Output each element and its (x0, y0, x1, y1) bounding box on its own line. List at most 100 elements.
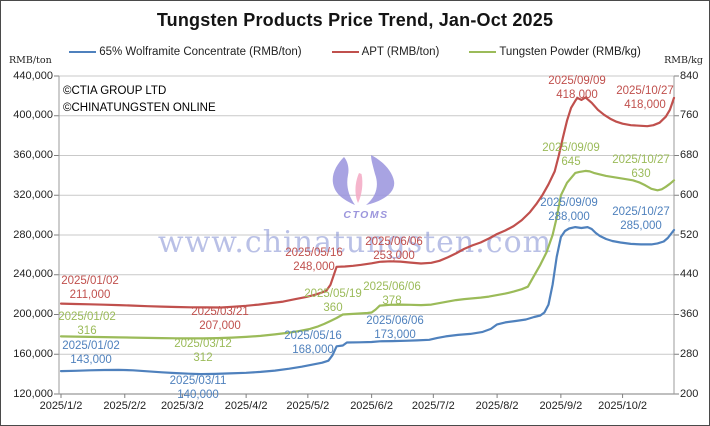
series-line-1 (59, 96, 676, 309)
ctoms-logo: CTOMS (332, 155, 395, 221)
data-label-value: 630 (631, 167, 651, 180)
apt-line-swatch (331, 50, 359, 54)
data-label-date: 2025/09/09 (540, 197, 598, 209)
data-label-date: 2025/10/27 (612, 154, 670, 166)
legend-item-apt: APT (RMB/ton) (331, 46, 440, 58)
x-axis-tick-label: 2025/6/2 (350, 400, 394, 412)
data-label: 2025/05/19 360 (304, 288, 362, 315)
data-label: 2025/10/27 285,000 (612, 206, 670, 233)
logo-right-petal (366, 155, 395, 205)
data-label: 2025/06/06 253,000 (365, 236, 423, 263)
left-axis-tick-label: 240,000 (13, 268, 53, 281)
x-axis-tick-label: 2025/1/2 (39, 400, 83, 412)
data-label-value: 140,000 (177, 388, 219, 401)
left-axis-tick-label: 200,000 (13, 308, 53, 320)
data-label: 2025/09/09 288,000 (540, 197, 598, 224)
powder-line-swatch (469, 50, 497, 54)
legend-label-powder: Tungsten Powder (RMB/kg) (499, 46, 641, 58)
data-label-value: 248,000 (293, 260, 335, 273)
legend-item-concentrate: 65% Wolframite Concentrate (RMB/ton) (69, 46, 302, 58)
data-label-value: 418,000 (556, 88, 598, 101)
data-label-value: 360 (323, 301, 343, 314)
legend-label-apt: APT (RMB/ton) (361, 46, 440, 58)
data-label-value: 211,000 (69, 288, 111, 301)
data-label-date: 2025/09/09 (548, 75, 606, 87)
left-axis-tick-label: 440,000 (13, 69, 53, 82)
concentrate-line-swatch (69, 50, 97, 54)
data-label-date: 2025/05/16 (285, 247, 343, 259)
data-label-value: 645 (561, 155, 581, 168)
data-label: 2025/01/02 143,000 (62, 340, 120, 367)
data-label-date: 2025/06/06 (366, 315, 424, 327)
data-label-value: 173,000 (374, 328, 416, 341)
logo-ctoms-text: CTOMS (343, 209, 388, 221)
data-label: 2025/09/09 645 (542, 142, 600, 169)
x-axis-tick-label: 2025/2/2 (103, 400, 147, 412)
data-label: 2025/01/02 211,000 (61, 275, 119, 302)
right-axis-tick-label: 840 (680, 69, 699, 82)
data-label-date: 2025/03/12 (174, 338, 232, 350)
data-label: 2025/09/09 418,000 (548, 75, 606, 102)
data-label-value: 418,000 (624, 98, 666, 111)
x-axis-tick-label: 2025/8/2 (475, 400, 519, 412)
data-label: 2025/06/06 378 (363, 281, 421, 308)
data-label-value: 312 (193, 351, 213, 364)
copyright-line-2: ©CHINATUNGSTEN ONLINE (63, 102, 216, 114)
series-line-2 (59, 169, 676, 340)
x-axis-tick-label: 2025/4/2 (224, 400, 268, 412)
data-label: 2025/03/12 312 (174, 338, 232, 365)
data-label: 2025/10/27 418,000 (616, 85, 674, 112)
x-axis-tick-label: 2025/9/2 (539, 400, 583, 412)
left-axis-tick-label: 320,000 (13, 188, 53, 201)
data-label: 2025/03/21 207,000 (191, 306, 249, 333)
right-axis-tick-label: 680 (680, 149, 699, 161)
data-label-date: 2025/05/16 (284, 330, 342, 342)
x-axis-tick-label: 2025/10/2 (598, 400, 648, 412)
data-label-value: 288,000 (548, 210, 590, 223)
data-label-value: 316 (77, 324, 97, 337)
data-label: 2025/05/16 248,000 (285, 247, 343, 274)
data-label: 2025/03/11 140,000 (170, 375, 227, 402)
data-label-date: 2025/01/02 (62, 340, 120, 352)
copyright-notice: ©CTIA GROUP LTD ©CHINATUNGSTEN ONLINE (63, 83, 216, 117)
data-label: 2025/01/02 316 (58, 311, 116, 338)
left-axis-tick-label: 280,000 (13, 228, 53, 241)
data-label-date: 2025/06/06 (365, 236, 423, 248)
logo-left-petal (332, 157, 355, 205)
watermark-url: www.chinatungsten.com (157, 225, 553, 260)
left-axis-tick-label: 400,000 (13, 109, 53, 122)
left-axis-unit: RMB/ton (9, 55, 52, 66)
left-axis-tick-label: 360,000 (13, 149, 53, 161)
data-label: 2025/06/06 173,000 (366, 315, 424, 342)
x-axis-tick-label: 2025/3/2 (160, 400, 204, 412)
data-label-value: 143,000 (70, 353, 112, 366)
right-axis-tick-label: 440 (680, 268, 699, 281)
data-label-date: 2025/03/21 (191, 306, 249, 318)
data-label-date: 2025/10/27 (612, 206, 670, 218)
legend: 65% Wolframite Concentrate (RMB/ton) APT… (1, 44, 709, 60)
data-label-date: 2025/10/27 (616, 85, 674, 97)
data-label-value: 253,000 (373, 249, 415, 262)
data-label-date: 2025/06/06 (363, 281, 421, 293)
x-axis-tick-label: 2025/5/2 (286, 400, 330, 412)
data-label-date: 2025/01/02 (61, 275, 119, 287)
legend-item-powder: Tungsten Powder (RMB/kg) (469, 46, 641, 58)
data-label: 2025/10/27 630 (612, 154, 670, 181)
right-axis-tick-label: 600 (680, 188, 699, 201)
data-label: 2025/05/16 168,000 (284, 330, 342, 357)
data-label-date: 2025/01/02 (58, 311, 116, 323)
data-label-date: 2025/09/09 (542, 142, 600, 154)
logo-pink-flame (355, 173, 363, 203)
right-axis-tick-label: 200 (680, 387, 699, 400)
data-label-value: 285,000 (620, 219, 662, 232)
left-axis-tick-label: 120,000 (13, 387, 53, 400)
legend-label-concentrate: 65% Wolframite Concentrate (RMB/ton) (99, 46, 302, 58)
data-label-value: 168,000 (292, 343, 334, 356)
copyright-line-1: ©CTIA GROUP LTD (63, 85, 167, 97)
series-line-0 (59, 226, 676, 376)
right-axis-unit: RMB/kg (664, 55, 703, 66)
right-axis-tick-label: 760 (680, 109, 699, 122)
left-axis-tick-label: 160,000 (13, 347, 53, 360)
